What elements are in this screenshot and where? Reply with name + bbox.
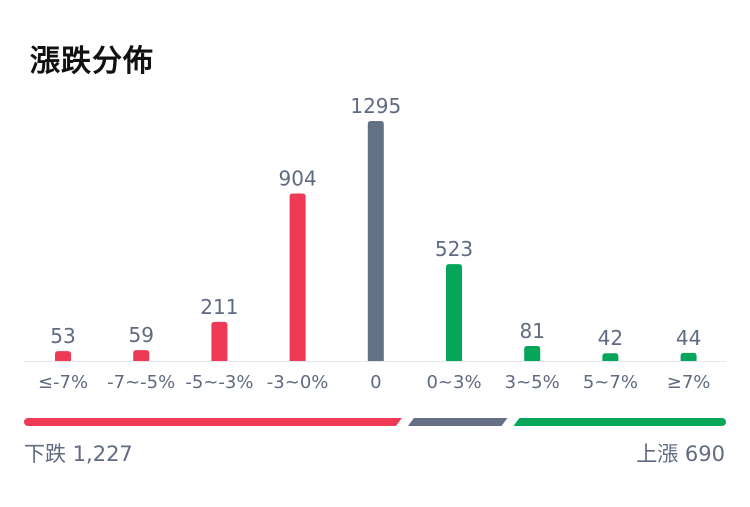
ratio-down — [24, 418, 402, 426]
category-label-5: 0~3% — [426, 372, 481, 393]
category-label-6: 3~5% — [505, 372, 560, 393]
category-label-7: 5~7% — [583, 372, 638, 393]
bar-value-label-5: 523 — [435, 237, 473, 261]
bar-0 — [55, 351, 71, 361]
bar-8 — [680, 352, 697, 361]
breadth-chart: 53 59 211 904 1295 523 81 42 44 ≤-7% -7~-5% -5~-3%… — [24, 94, 726, 426]
category-label-8: ≥7% — [667, 372, 711, 393]
bar-value-label-1: 59 — [128, 323, 153, 347]
value-labels-group: 53 59 211 904 1295 523 81 42 44 — [50, 94, 701, 350]
up-summary: 上漲 690 — [636, 442, 725, 466]
category-label-1: -7~-5% — [107, 372, 175, 393]
bar-value-label-0: 53 — [50, 324, 75, 348]
bar-2 — [211, 321, 228, 361]
bar-value-label-3: 904 — [279, 166, 317, 190]
bar-4 — [367, 121, 384, 361]
bar-value-label-7: 42 — [598, 326, 623, 350]
bar-value-label-2: 211 — [200, 295, 238, 319]
chart-title: 漲跌分佈 — [30, 44, 154, 79]
category-labels-group: ≤-7% -7~-5% -5~-3% -3~0% 0 0~3% 3~5% 5~7% ≥7% — [38, 372, 710, 393]
bar-value-label-4: 1295 — [350, 94, 401, 118]
bar-5 — [446, 264, 462, 361]
bar-6 — [524, 345, 541, 361]
bar-7 — [602, 353, 619, 361]
ratio-bar — [24, 418, 726, 426]
ratio-flat — [407, 418, 508, 426]
bars-group — [55, 121, 697, 361]
category-label-2: -5~-3% — [185, 372, 253, 393]
category-label-3: -3~0% — [267, 372, 329, 393]
bar-value-label-6: 81 — [519, 319, 544, 343]
category-label-4: 0 — [370, 372, 381, 393]
bar-value-label-8: 44 — [676, 326, 701, 350]
bar-3 — [289, 193, 306, 361]
bar-1 — [133, 350, 150, 361]
down-summary: 下跌 1,227 — [24, 442, 133, 466]
category-label-0: ≤-7% — [38, 372, 88, 393]
ratio-up — [513, 418, 726, 426]
